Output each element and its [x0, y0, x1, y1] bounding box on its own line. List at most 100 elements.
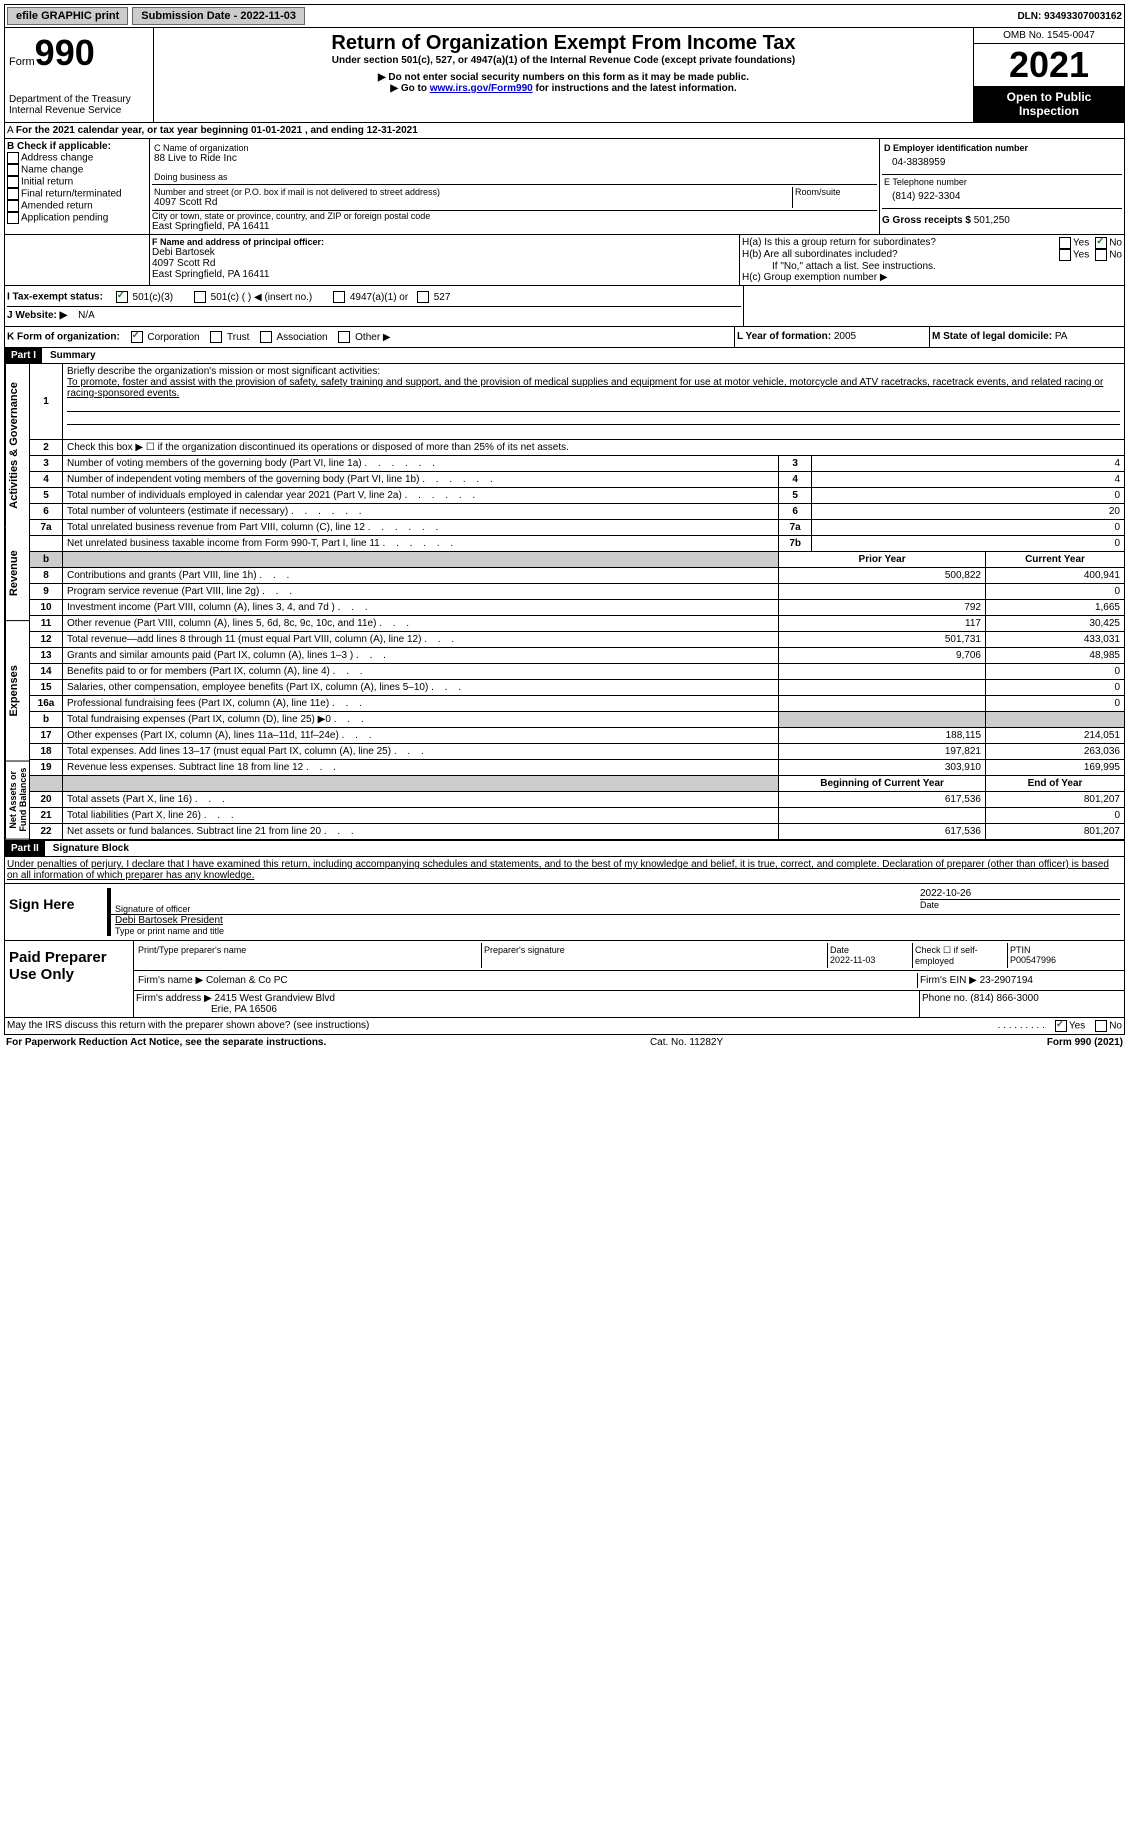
- check-if[interactable]: Check ☐ if self-employed: [912, 943, 1007, 968]
- i-501c[interactable]: 501(c) ( ) ◀ (insert no.): [194, 292, 312, 303]
- i-501c3[interactable]: 501(c)(3): [116, 292, 173, 303]
- footer-year: 2021: [1097, 1037, 1119, 1048]
- ptin: P00547996: [1010, 955, 1056, 965]
- m-val: PA: [1055, 331, 1068, 342]
- d-val: 04-3838959: [884, 153, 1120, 172]
- prep-date-label: Date: [830, 945, 849, 955]
- summary-row: 16aProfessional fundraising fees (Part I…: [30, 696, 1125, 712]
- ha-no[interactable]: No: [1095, 237, 1122, 249]
- i-527[interactable]: 527: [417, 292, 450, 303]
- discuss-yes[interactable]: Yes: [1055, 1020, 1085, 1032]
- part1-body: Activities & Governance Revenue Expenses…: [4, 364, 1125, 841]
- g-val: 501,250: [974, 215, 1010, 226]
- summary-row: 14Benefits paid to or for members (Part …: [30, 664, 1125, 680]
- footer-left: For Paperwork Reduction Act Notice, see …: [6, 1037, 326, 1048]
- summary-row: 5Total number of individuals employed in…: [30, 488, 1125, 504]
- k-other[interactable]: Other ▶: [338, 332, 390, 343]
- hc-label: H(c) Group exemption number ▶: [742, 272, 1122, 283]
- summary-table: 1 Briefly describe the organization's mi…: [29, 364, 1124, 840]
- hb-no-label: No: [1109, 250, 1122, 261]
- sig-date-label: Date: [920, 899, 1120, 910]
- c-city-label: City or town, state or province, country…: [152, 211, 877, 221]
- summary-row: 10Investment income (Part VIII, column (…: [30, 600, 1125, 616]
- discuss-no[interactable]: No: [1095, 1020, 1122, 1032]
- footer-form-num: 990: [1075, 1037, 1092, 1048]
- i-label: I Tax-exempt status:: [7, 292, 103, 303]
- sign-here-label: Sign Here: [5, 884, 103, 940]
- sign-here-block: Sign Here Signature of officer 2022-10-2…: [4, 884, 1125, 941]
- firm-addr-label: Firm's address ▶: [136, 993, 215, 1004]
- hb-yes[interactable]: Yes: [1059, 249, 1089, 261]
- c-addr: 4097 Scott Rd: [154, 197, 792, 208]
- i-4947[interactable]: 4947(a)(1) or: [333, 292, 408, 303]
- k-opt-3: Other ▶: [355, 332, 390, 343]
- hb-no[interactable]: No: [1095, 249, 1122, 261]
- a-mid: , and ending: [305, 125, 367, 136]
- b-amended[interactable]: Amended return: [7, 200, 147, 212]
- f-label: F Name and address of principal officer:: [152, 237, 737, 247]
- irs-link[interactable]: www.irs.gov/Form990: [430, 83, 533, 94]
- b-initial[interactable]: Initial return: [7, 176, 147, 188]
- ha-yes[interactable]: Yes: [1059, 237, 1089, 249]
- summary-row: 8Contributions and grants (Part VIII, li…: [30, 568, 1125, 584]
- c-city: East Springfield, PA 16411: [152, 221, 877, 232]
- firm-addr2: Erie, PA 16506: [211, 1004, 277, 1015]
- b-item-0: Address change: [21, 153, 93, 164]
- d-label: D Employer identification number: [884, 143, 1120, 153]
- i-opt-0: 501(c)(3): [133, 292, 174, 303]
- prep-name-label: Print/Type preparer's name: [136, 943, 481, 968]
- f-addr1: 4097 Scott Rd: [152, 258, 737, 269]
- dept-treasury: Department of the Treasury: [9, 94, 149, 105]
- ptin-label: PTIN: [1010, 945, 1031, 955]
- summary-row: 13Grants and similar amounts paid (Part …: [30, 648, 1125, 664]
- summary-row: 12Total revenue—add lines 8 through 11 (…: [30, 632, 1125, 648]
- type-name-label: Type or print name and title: [115, 926, 1120, 936]
- current-label: Current Year: [986, 552, 1125, 568]
- firm-ein-label: Firm's EIN ▶: [920, 975, 980, 986]
- k-trust[interactable]: Trust: [210, 332, 249, 343]
- e-val: (814) 922-3304: [884, 187, 1120, 206]
- firm-name: Coleman & Co PC: [206, 975, 288, 986]
- prep-sig-label: Preparer's signature: [481, 943, 827, 968]
- summary-row: 6Total number of volunteers (estimate if…: [30, 504, 1125, 520]
- k-opt-2: Association: [276, 332, 327, 343]
- summary-row: bTotal fundraising expenses (Part IX, co…: [30, 712, 1125, 728]
- summary-row: 4Number of independent voting members of…: [30, 472, 1125, 488]
- hb-label: H(b) Are all subordinates included?: [742, 249, 1059, 261]
- section-klm: K Form of organization: Corporation Trus…: [4, 327, 1125, 348]
- section-fh: F Name and address of principal officer:…: [4, 235, 1125, 286]
- row-j: J Website: ▶ N/A: [7, 306, 741, 324]
- c-room-label: Room/suite: [792, 187, 875, 208]
- paid-label: Paid Preparer Use Only: [5, 941, 134, 1017]
- k-label: K Form of organization:: [7, 332, 120, 343]
- part2-label: Part II: [5, 841, 45, 856]
- irs-label: Internal Revenue Service: [9, 105, 149, 116]
- note2-post: for instructions and the latest informat…: [533, 83, 737, 94]
- c-name: 88 Live to Ride Inc: [154, 153, 875, 164]
- note-link: ▶ Go to www.irs.gov/Form990 for instruct…: [158, 83, 969, 94]
- vlabel-net: Net Assets or Fund Balances: [5, 761, 29, 840]
- summary-row: 9Program service revenue (Part VIII, lin…: [30, 584, 1125, 600]
- b-addr-change[interactable]: Address change: [7, 152, 147, 164]
- discuss-row: May the IRS discuss this return with the…: [4, 1018, 1125, 1035]
- b-name-change[interactable]: Name change: [7, 164, 147, 176]
- b-pending[interactable]: Application pending: [7, 212, 147, 224]
- k-corp[interactable]: Corporation: [131, 332, 200, 343]
- a-begin: 01-01-2021: [251, 125, 302, 136]
- prior-label: Prior Year: [779, 552, 986, 568]
- f-name: Debi Bartosek: [152, 247, 737, 258]
- k-assoc[interactable]: Association: [260, 332, 327, 343]
- dln-val: 93493307003162: [1044, 11, 1122, 22]
- b-final[interactable]: Final return/terminated: [7, 188, 147, 200]
- part2-title: Signature Block: [53, 843, 129, 854]
- col-f: F Name and address of principal officer:…: [149, 235, 739, 285]
- form-header: Form 990 Department of the Treasury Inte…: [4, 28, 1125, 123]
- efile-button[interactable]: efile GRAPHIC print: [7, 7, 128, 25]
- col-h: H(a) Is this a group return for subordin…: [739, 235, 1124, 285]
- officer-name: Debi Bartosek President: [115, 915, 1120, 926]
- firm-addr1: 2415 West Grandview Blvd: [215, 993, 335, 1004]
- q1-text: To promote, foster and assist with the p…: [67, 377, 1120, 399]
- part1-header-row: Part I Summary: [4, 348, 1125, 364]
- dln-label: DLN:: [1017, 11, 1044, 22]
- i-opt-2: 4947(a)(1) or: [350, 292, 408, 303]
